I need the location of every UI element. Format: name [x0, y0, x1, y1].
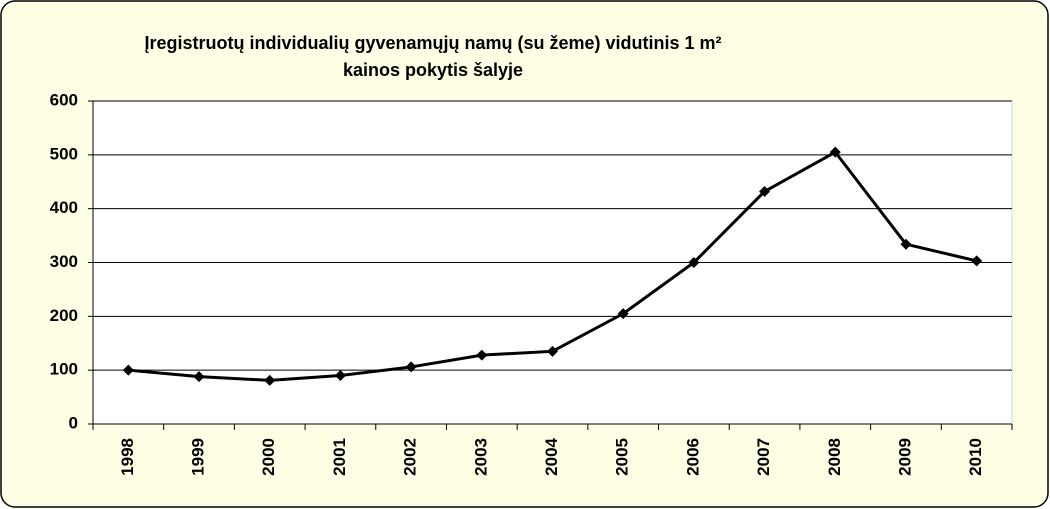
x-tick-label: 2009: [895, 438, 914, 476]
y-tick-label: 300: [50, 252, 78, 271]
y-tick-label: 200: [50, 306, 78, 325]
x-tick-label: 2010: [966, 438, 985, 476]
chart-title: kainos pokytis šalyje: [343, 60, 523, 80]
marker: [405, 361, 417, 373]
marker: [900, 238, 912, 250]
x-tick-label: 1999: [189, 438, 208, 476]
x-tick-label: 2006: [683, 438, 702, 476]
marker: [334, 370, 346, 382]
x-tick-label: 2000: [259, 438, 278, 476]
marker: [829, 146, 841, 158]
x-tick-label: 1998: [118, 438, 137, 476]
x-tick-label: 2004: [542, 437, 561, 475]
x-tick-label: 2002: [401, 438, 420, 476]
chart-title: Įregistruotų individualių gyvenamųjų nam…: [144, 33, 721, 53]
marker: [688, 257, 700, 268]
x-tick-label: 2007: [754, 438, 773, 476]
marker: [759, 185, 771, 197]
marker: [547, 345, 558, 357]
x-tick-label: 2001: [330, 438, 349, 476]
y-tick-label: 0: [69, 413, 78, 432]
marker: [971, 255, 983, 267]
x-tick-label: 2008: [825, 438, 844, 476]
y-tick-label: 400: [50, 198, 78, 217]
y-tick-label: 600: [50, 90, 78, 109]
x-tick-label: 2003: [471, 438, 490, 476]
marker: [264, 374, 276, 386]
marker: [617, 308, 629, 320]
y-tick-label: 100: [50, 360, 78, 379]
x-tick-label: 2005: [613, 438, 632, 476]
y-tick-label: 500: [50, 144, 78, 163]
marker: [476, 349, 488, 361]
marker: [122, 364, 134, 376]
marker: [193, 371, 205, 383]
